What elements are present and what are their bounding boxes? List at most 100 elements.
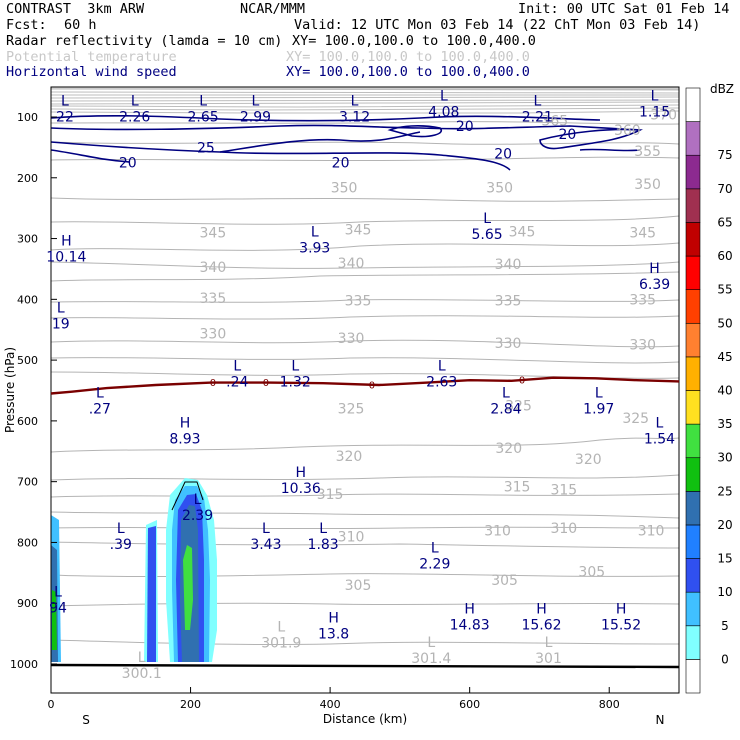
isentrope-label: 330 [629,337,656,353]
wind-extremum-marker: L [351,93,359,109]
wind-extremum-marker: L [252,93,260,109]
colorbar-tick-label: 20 [717,518,732,532]
colorbar-swatch [685,289,701,324]
theta-extremum-value: 301.4 [411,651,451,667]
field-theta-label: Potential temperature [6,49,177,65]
reflectivity-shading [51,478,217,662]
isentrope-label: 325 [622,411,649,427]
wind-extremum-value: 10.36 [281,481,321,497]
colorbar-swatch [685,524,701,559]
freezing-level-label: 0 [263,378,269,389]
wind-speed-contours [51,114,643,171]
x-tick-label: 0 [48,698,55,711]
isentrope-label: 345 [200,225,227,241]
x-tick-label: 600 [459,698,480,711]
isentrope-label: 310 [484,523,511,539]
wind-contour-labels: 20 25 20 20 20 20 [119,119,576,171]
isentrope-label: 325 [505,399,532,415]
field-reflectivity-xy: XY= 100.0,100.0 to 100.0,400.0 [292,33,536,49]
plot-frame [50,86,680,694]
wind-extremum-value: 10.14 [46,250,86,266]
theta-extremum-marker: L [545,635,553,651]
isentrope-label: 340 [338,256,365,272]
colorbar-tick-label: 40 [717,384,732,398]
wind-extremum-value: 14.83 [450,617,490,633]
isentrope-label: 370 [650,108,677,124]
wind-extremum-marker: L [57,301,65,317]
colorbar-swatch [685,255,701,290]
colorbar-swatch [685,558,701,593]
colorbar-tick-label: 50 [717,316,732,330]
wind-extremum-marker: H [536,601,547,617]
colorbar-swatch [685,390,701,425]
wind-extremum-marker: L [311,225,319,241]
isentrope-label: 335 [495,294,522,310]
freezing-level-line [50,376,680,395]
wind-extremum-value: 2.84 [490,402,521,418]
valid-time: Valid: 12 UTC Mon 03 Feb 14 (22 ChT Mon … [294,17,701,33]
theta-extremum-marker: L [427,635,435,651]
colorbar-swatch [685,222,701,257]
wind-extremum-value: 22 [56,109,74,125]
extrema-labels: L22L2.26L2.65L2.99L3.12L4.08L2.21L1.15H1… [46,88,675,682]
wind-extremum-value: 2.21 [522,109,553,125]
isentrope-label: 315 [550,483,577,499]
wind-extremum-marker: L [440,88,448,104]
colorbar-swatch [685,457,701,492]
wind-extremum-value: 15.52 [601,617,641,633]
y-tick-label: 300 [17,233,38,246]
freezing-level-label: 0 [519,376,525,387]
wind-extremum-marker: L [291,358,299,374]
theta-extremum-value: 301.9 [261,636,301,652]
wind-extremum-marker: H [328,610,339,626]
wind-extremum-marker: L [483,211,491,227]
colorbar-tick-label: 25 [717,484,732,498]
ground-line [51,663,679,669]
theta-extremum-marker: L [138,650,146,666]
wind-extremum-value: 6.39 [639,277,670,293]
wind-extremum-marker: L [533,93,541,109]
colorbar-swatch [685,322,701,358]
theta-extremum-marker: L [277,620,285,636]
isentrope-label: 335 [200,291,227,307]
wind-extremum-marker: L [131,93,139,109]
isentrope-label: 330 [200,326,227,342]
colorbar-tick-label: 10 [717,585,732,599]
wind-extremum-value: .39 [110,537,132,553]
wind-extremum-value: 13.8 [318,626,349,642]
colorbar-tick-label: 65 [717,215,732,229]
wind-extremum-value: 1.32 [280,374,311,390]
isentrope-label: 310 [638,523,665,539]
wind-extremum-marker: L [595,386,603,402]
wind-extremum-value: 2.29 [419,557,450,573]
field-reflectivity-label: Radar reflectivity (lamda = 10 cm) [6,33,283,49]
wind-extremum-value: 94 [49,600,67,616]
isentrope-label: 325 [338,402,365,418]
wind-extremum-marker: L [438,358,446,374]
wind-extremum-marker: H [61,234,72,250]
wind-extremum-value: 1.15 [639,104,670,120]
wind-extremum-value: 1.54 [644,431,675,447]
isentrope-label: 350 [331,181,358,197]
colorbar-unit-label: dBZ [710,82,734,96]
y-tick-label: 100 [17,111,38,124]
colorbar-swatch [685,591,701,627]
colorbar-tick-label: 55 [717,283,732,297]
wind-contour-label: 20 [494,146,512,162]
wind-extremum-value: 3.12 [339,109,370,125]
wind-extremum-marker: L [319,521,327,537]
wind-extremum-value: 2.99 [240,109,271,125]
colorbar-swatch [685,87,701,122]
y-tick-label: 400 [17,293,38,306]
isentrope-label: 360 [614,123,641,139]
wind-extremum-value: 2.65 [188,109,219,125]
wind-extremum-marker: L [199,93,207,109]
wind-extremum-marker: L [656,415,664,431]
colorbar-tick-label: 70 [717,182,732,196]
wind-extremum-value: 5.65 [472,227,503,243]
isentrope-label: 345 [345,222,372,238]
x-tick-label: 800 [599,698,620,711]
wind-extremum-value: 2.26 [119,109,150,125]
isentrope-label: 350 [634,177,661,193]
center-name: NCAR/MMM [240,1,306,17]
